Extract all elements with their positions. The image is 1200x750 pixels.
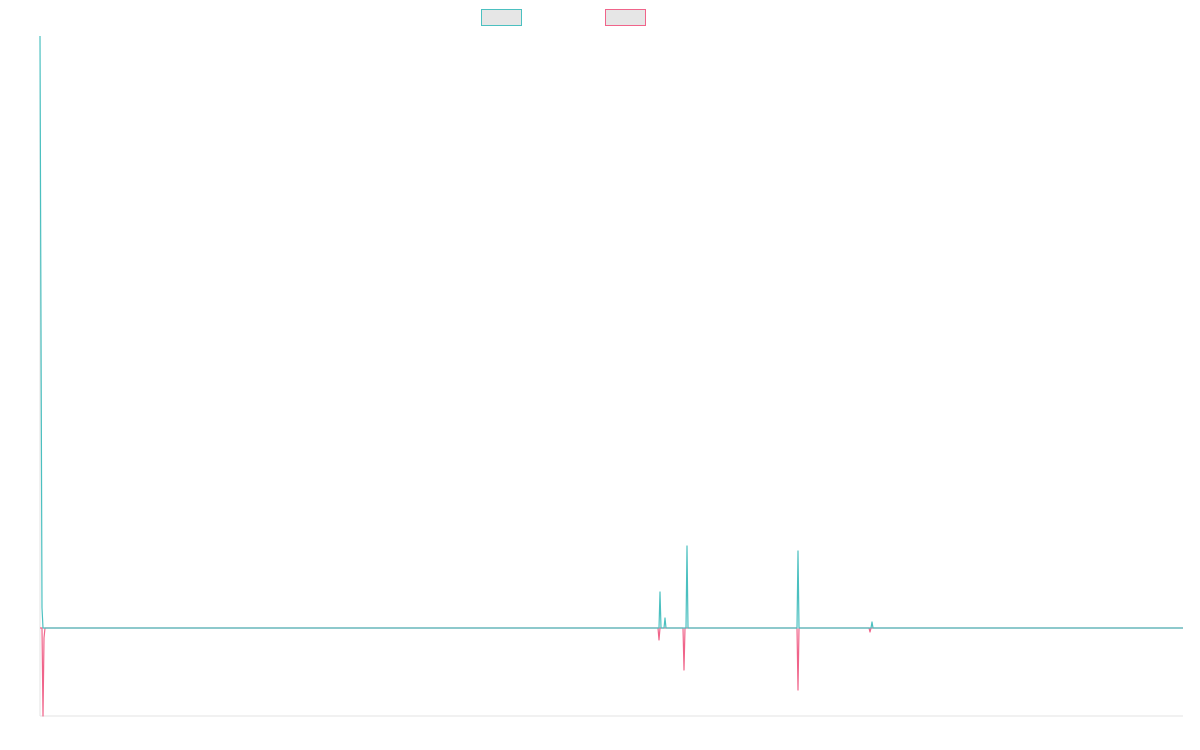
series-line-1 [39,35,1183,629]
legend-swatch-2[interactable] [605,9,646,26]
legend-swatch-1[interactable] [481,9,522,26]
series-line-2 [40,627,1183,717]
axes [39,36,1183,717]
series-layer [39,35,1183,717]
legend [481,9,646,26]
